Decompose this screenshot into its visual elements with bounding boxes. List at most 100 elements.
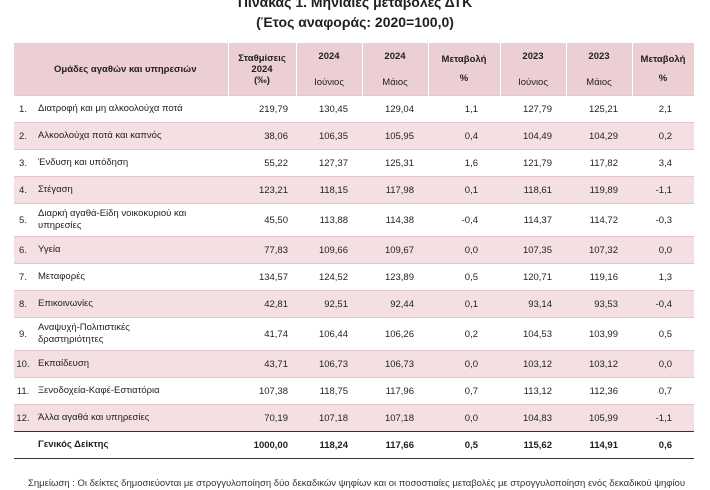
row-weight: 77,83 <box>228 236 296 264</box>
row-june-2023: 118,61 <box>500 176 566 204</box>
row-name: Διαρκή αγαθά-Είδη νοικοκυριού και υπηρεσί… <box>32 203 228 237</box>
row-number: 12. <box>14 404 32 432</box>
row-june-2023: 121,79 <box>500 149 566 177</box>
table-row: 7. Μεταφορές 134,57 124,52 123,89 0,5 120,71 11… <box>14 263 694 291</box>
row-june-2024: 127,37 <box>296 149 362 177</box>
row-number: 6. <box>14 236 32 264</box>
row-june-2023: 107,35 <box>500 236 566 264</box>
row-number: 7. <box>14 263 32 291</box>
row-change-2024: -0,4 <box>428 203 500 237</box>
row-change-2024: 0,4 <box>428 122 500 150</box>
table-row: 8. Επικοινωνίες 42,81 92,51 92,44 0,1 93,14 93,… <box>14 290 694 318</box>
row-weight: 38,06 <box>228 122 296 150</box>
total-weight: 1000,00 <box>228 431 296 459</box>
cpi-table: Ομάδες αγαθών και υπηρεσιών Σταθμίσεις 2… <box>14 43 695 459</box>
row-may-2024: 129,04 <box>362 95 428 123</box>
row-name: Υγεία <box>32 236 228 264</box>
row-number: 11. <box>14 377 32 405</box>
total-name: Γενικός Δείκτης <box>32 431 228 459</box>
row-number: 4. <box>14 176 32 204</box>
table-body: 1. Διατροφή και μη αλκοολούχα ποτά 219,79 1… <box>14 95 694 459</box>
total-number <box>14 431 32 459</box>
row-june-2024: 130,45 <box>296 95 362 123</box>
row-number: 5. <box>14 203 32 237</box>
row-june-2023: 104,53 <box>500 317 566 351</box>
header-weights: Σταθμίσεις 2024 (‰) <box>228 43 297 96</box>
row-change-2024: 0,0 <box>428 236 500 264</box>
total-june-2023: 115,62 <box>500 431 566 459</box>
row-june-2023: 93,14 <box>500 290 566 318</box>
row-change-2024: 1,6 <box>428 149 500 177</box>
row-change-2023: 0,0 <box>632 236 694 264</box>
row-may-2023: 103,12 <box>566 350 632 378</box>
row-name: Διατροφή και μη αλκοολούχα ποτά <box>32 95 228 123</box>
row-may-2023: 103,99 <box>566 317 632 351</box>
row-change-2023: 0,7 <box>632 377 694 405</box>
row-weight: 41,74 <box>228 317 296 351</box>
row-change-2023: 3,4 <box>632 149 694 177</box>
row-may-2023: 112,36 <box>566 377 632 405</box>
header-2023-jun: 2023 <box>500 43 567 69</box>
row-may-2024: 117,96 <box>362 377 428 405</box>
row-june-2024: 106,73 <box>296 350 362 378</box>
row-may-2023: 119,89 <box>566 176 632 204</box>
row-may-2023: 114,72 <box>566 203 632 237</box>
row-weight: 55,22 <box>228 149 296 177</box>
header-2024-may: 2024 <box>362 43 429 69</box>
table-row: 6. Υγεία 77,83 109,66 109,67 0,0 107,35 107,32 0… <box>14 236 694 264</box>
row-change-2024: 0,0 <box>428 350 500 378</box>
row-may-2024: 105,95 <box>362 122 428 150</box>
row-june-2024: 118,15 <box>296 176 362 204</box>
row-name: Αναψυχή-Πολιτιστικές δραστηριότητες <box>32 317 228 351</box>
total-may-2024: 117,66 <box>362 431 428 459</box>
row-weight: 43,71 <box>228 350 296 378</box>
row-name: Ξενοδοχεία-Καφέ-Εστιατόρια <box>32 377 228 405</box>
row-change-2023: 0,2 <box>632 122 694 150</box>
row-change-2024: 0,2 <box>428 317 500 351</box>
footnote: Σημείωση : Οι δείκτες δημοσιεύονται με σ… <box>28 478 686 489</box>
row-weight: 45,50 <box>228 203 296 237</box>
row-change-2024: 0,7 <box>428 377 500 405</box>
total-row: Γενικός Δείκτης 1000,00 118,24 117,66 0,5 115… <box>14 431 694 459</box>
row-weight: 219,79 <box>228 95 296 123</box>
row-may-2024: 109,67 <box>362 236 428 264</box>
table-row: 3. Ένδυση και υπόδηση 55,22 127,37 125,31 1,6… <box>14 149 694 177</box>
row-june-2023: 114,37 <box>500 203 566 237</box>
header-2023-may: 2023 <box>566 43 633 69</box>
row-june-2024: 92,51 <box>296 290 362 318</box>
row-may-2023: 117,82 <box>566 149 632 177</box>
table-row: 12. Άλλα αγαθά και υπηρεσίες 70,19 107,18 10… <box>14 404 694 432</box>
row-weight: 134,57 <box>228 263 296 291</box>
row-june-2024: 118,75 <box>296 377 362 405</box>
table-title: Πίνακας 1. Μηνιαίες μεταβολές ΔΤΚ <box>237 0 473 10</box>
row-may-2023: 119,16 <box>566 263 632 291</box>
row-may-2023: 125,21 <box>566 95 632 123</box>
row-june-2023: 104,83 <box>500 404 566 432</box>
row-change-2024: 0,1 <box>428 290 500 318</box>
header-change-2023: Μεταβολή % <box>632 43 695 96</box>
row-june-2023: 113,12 <box>500 377 566 405</box>
total-change-2023: 0,6 <box>632 431 694 459</box>
row-name: Στέγαση <box>32 176 228 204</box>
row-change-2023: 0,5 <box>632 317 694 351</box>
header-group: Ομάδες αγαθών και υπηρεσιών <box>14 43 229 96</box>
row-may-2023: 104,29 <box>566 122 632 150</box>
row-may-2024: 117,98 <box>362 176 428 204</box>
total-change-2024: 0,5 <box>428 431 500 459</box>
row-may-2023: 93,53 <box>566 290 632 318</box>
header-may-2024: Μάιος <box>362 69 429 96</box>
row-may-2024: 123,89 <box>362 263 428 291</box>
row-may-2024: 107,18 <box>362 404 428 432</box>
row-change-2024: 0,0 <box>428 404 500 432</box>
row-weight: 123,21 <box>228 176 296 204</box>
row-change-2023: -0,3 <box>632 203 694 237</box>
row-weight: 107,38 <box>228 377 296 405</box>
row-june-2023: 127,79 <box>500 95 566 123</box>
row-name: Επικοινωνίες <box>32 290 228 318</box>
row-name: Ένδυση και υπόδηση <box>32 149 228 177</box>
row-change-2024: 0,1 <box>428 176 500 204</box>
row-name: Μεταφορές <box>32 263 228 291</box>
row-number: 2. <box>14 122 32 150</box>
row-change-2023: -0,4 <box>632 290 694 318</box>
row-change-2024: 0,5 <box>428 263 500 291</box>
